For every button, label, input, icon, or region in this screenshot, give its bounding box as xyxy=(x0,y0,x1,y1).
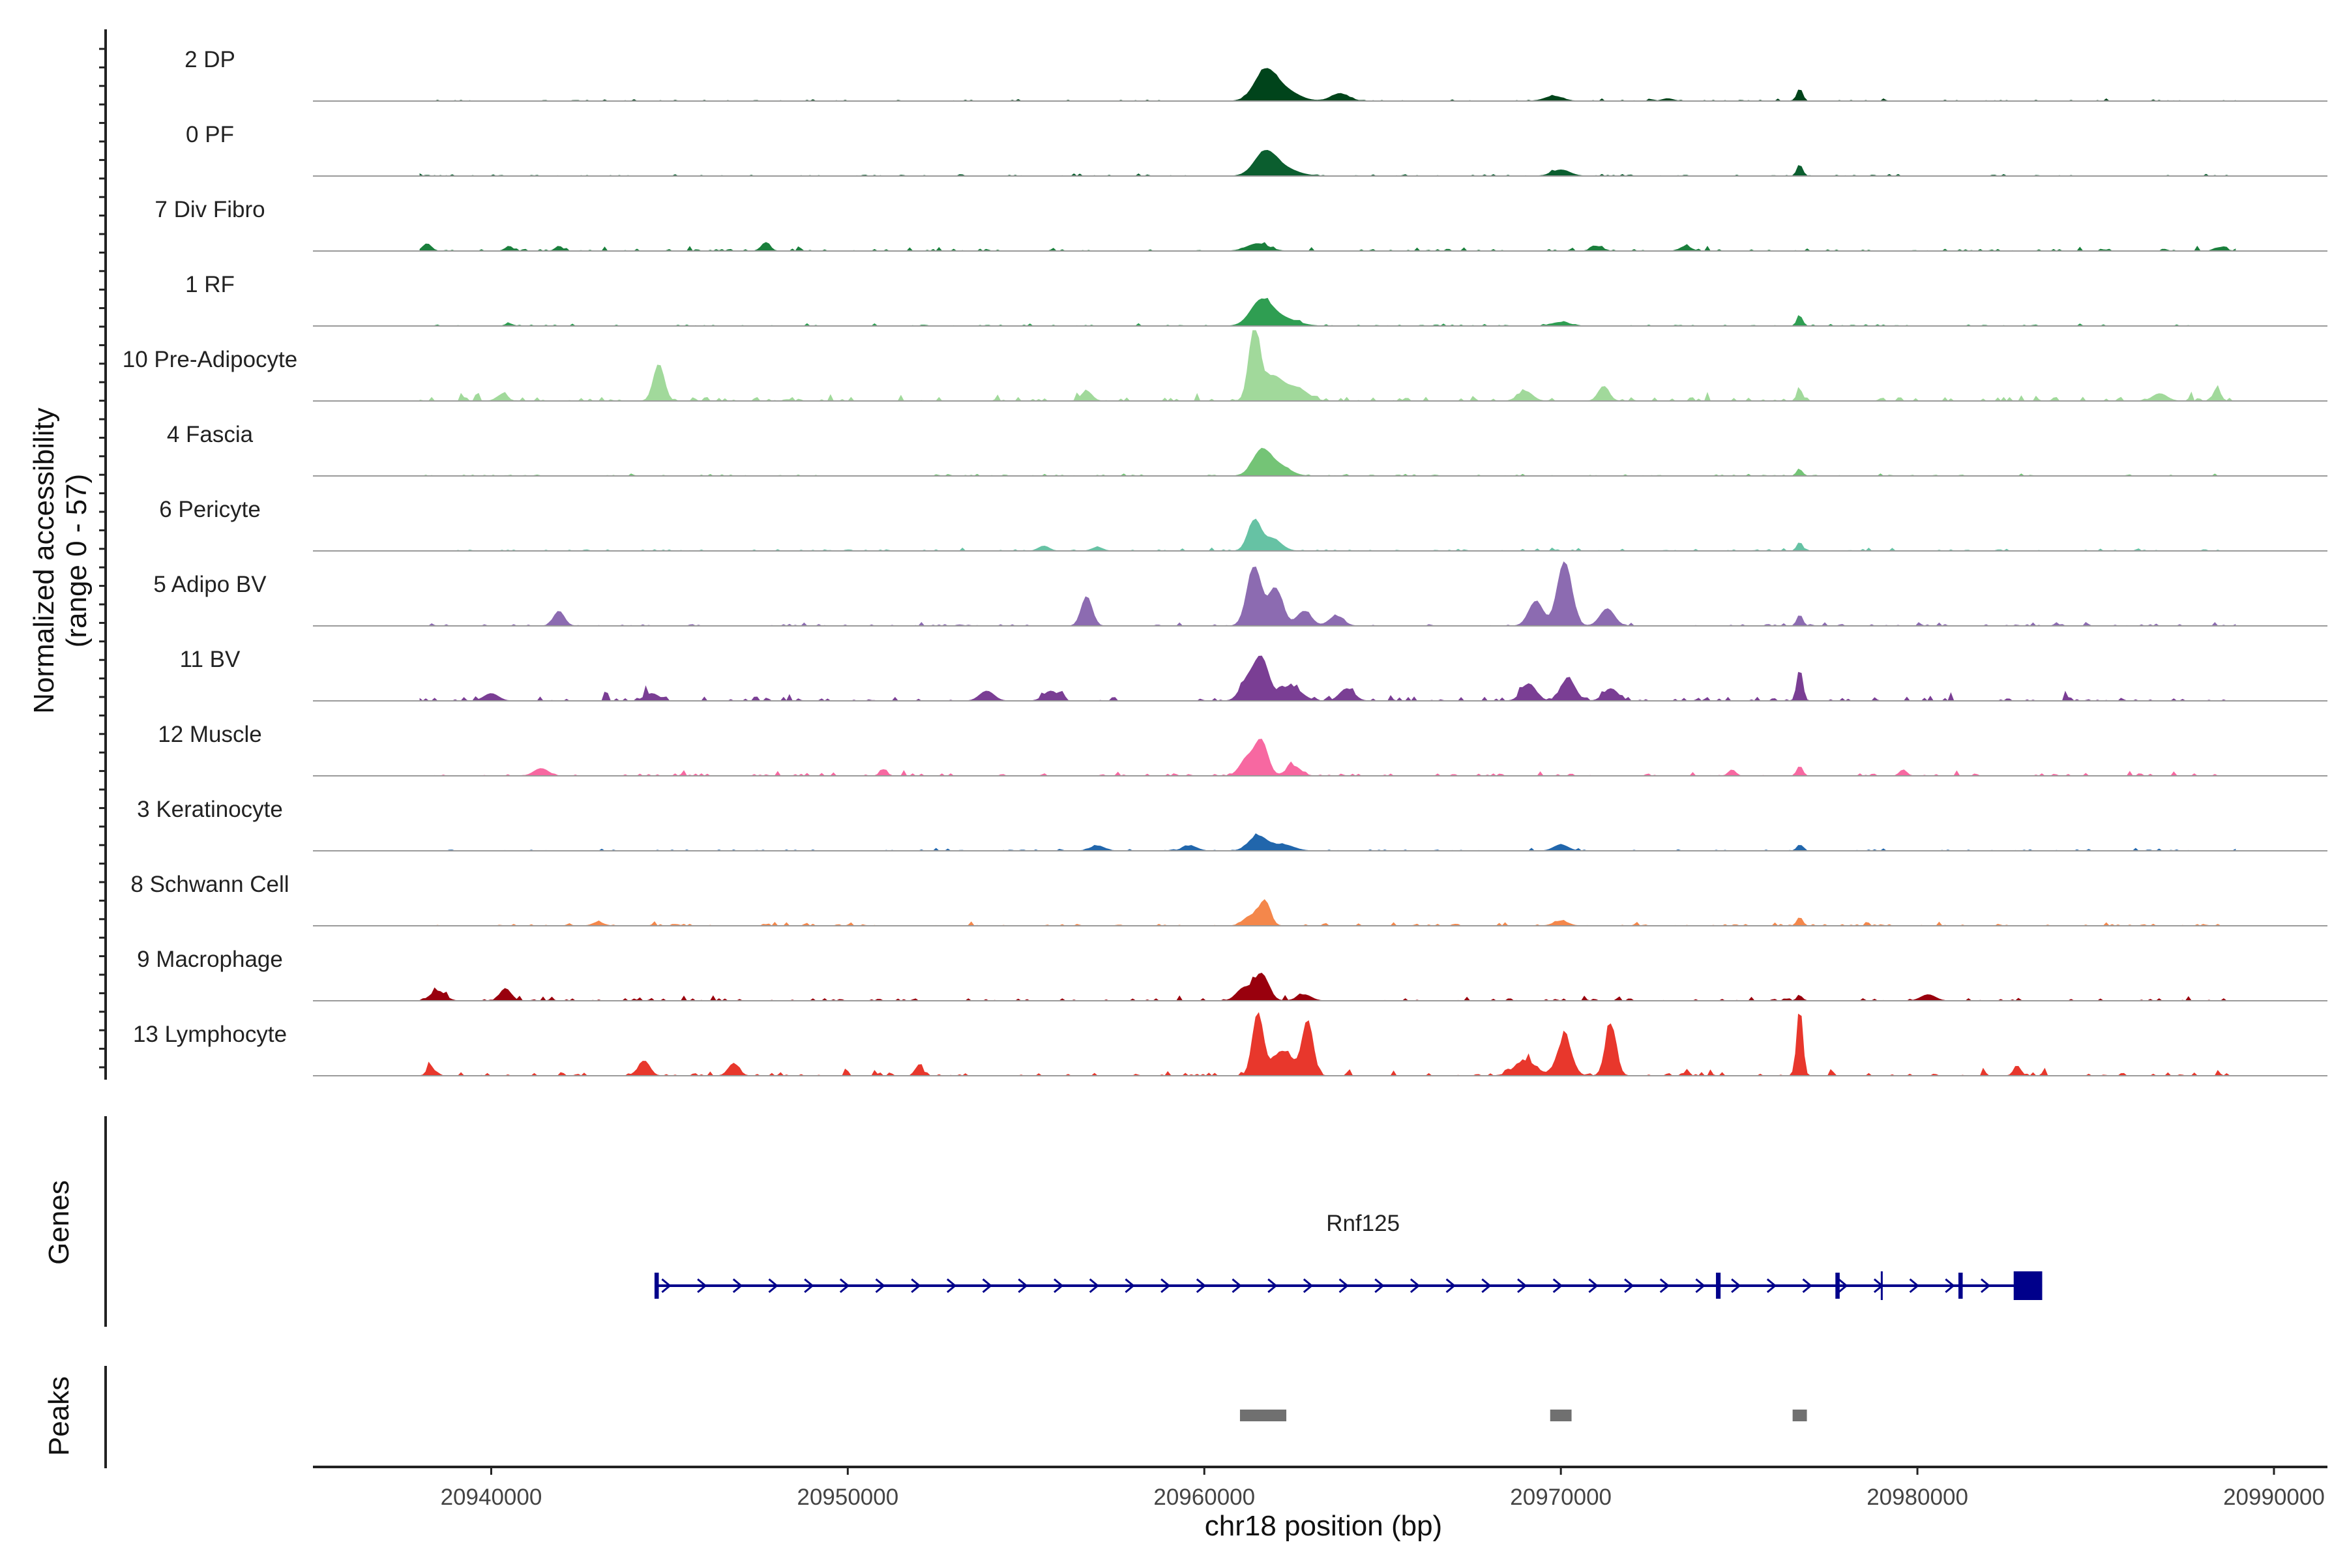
strand-arrow-icon xyxy=(1445,1278,1456,1294)
track-label: 7 Div Fibro xyxy=(155,197,265,222)
gene-name-label: Rnf125 xyxy=(1326,1211,1400,1236)
strand-arrow-icon xyxy=(1552,1278,1563,1294)
strand-arrow-icon xyxy=(1089,1278,1100,1294)
track-label: 11 BV xyxy=(180,647,241,672)
y-axis-title-line2: (range 0 - 57) xyxy=(61,474,93,648)
peak-region xyxy=(1792,1410,1807,1421)
strand-arrow-icon xyxy=(661,1278,672,1294)
track-coverage-area xyxy=(419,655,2236,702)
track-coverage-area xyxy=(420,833,2236,851)
strand-arrow-icon xyxy=(1659,1278,1670,1294)
strand-arrow-icon xyxy=(1338,1278,1349,1294)
strand-arrow-icon xyxy=(1838,1278,1848,1294)
axes-layer xyxy=(99,29,107,1080)
strand-arrow-icon xyxy=(1410,1278,1421,1294)
peaks-layer xyxy=(104,1366,1807,1468)
track-coverage-area xyxy=(420,899,2236,926)
strand-arrow-icon xyxy=(697,1278,707,1294)
strand-arrow-icon xyxy=(982,1278,992,1294)
strand-arrow-icon xyxy=(1374,1278,1385,1294)
strand-arrow-icon xyxy=(1588,1278,1599,1294)
peak-region xyxy=(1239,1410,1287,1421)
strand-arrow-icon xyxy=(1160,1278,1171,1294)
track-label: 9 Macrophage xyxy=(137,947,283,972)
track-coverage-area xyxy=(420,518,2236,552)
track-label: 8 Schwann Cell xyxy=(130,872,289,897)
track-coverage-area xyxy=(420,739,2236,777)
strand-arrow-icon xyxy=(875,1278,885,1294)
strand-arrow-icon xyxy=(1196,1278,1207,1294)
track-coverage-area xyxy=(419,1012,2236,1076)
strand-arrow-icon xyxy=(1981,1278,1991,1294)
strand-arrow-icon xyxy=(1945,1278,1955,1294)
track-coverage-area xyxy=(420,297,2236,327)
track-label: 1 RF xyxy=(185,272,235,297)
strand-arrow-icon xyxy=(1267,1278,1278,1294)
track-label: 13 Lymphocyte xyxy=(133,1022,287,1047)
track-label: 5 Adipo BV xyxy=(153,572,267,597)
x-tick-label: 20970000 xyxy=(1510,1485,1612,1510)
x-tick-label: 20950000 xyxy=(797,1485,898,1510)
gene-exon xyxy=(1716,1273,1721,1299)
strand-arrow-icon xyxy=(1125,1278,1135,1294)
gene-exon xyxy=(1958,1273,1963,1299)
strand-arrow-icon xyxy=(1481,1278,1492,1294)
strand-arrow-icon xyxy=(768,1278,778,1294)
strand-arrow-icon xyxy=(1517,1278,1528,1294)
track-coverage-area xyxy=(419,330,2236,402)
strand-arrow-icon xyxy=(804,1278,814,1294)
genes-layer: Rnf125 xyxy=(104,1116,2043,1327)
track-label: 12 Muscle xyxy=(158,722,262,747)
track-label: 10 Pre-Adipocyte xyxy=(123,347,297,372)
x-tick-label: 20980000 xyxy=(1867,1485,1968,1510)
track-coverage-area xyxy=(419,242,2236,252)
track-coverage-area xyxy=(420,561,2236,627)
strand-arrow-icon xyxy=(1303,1278,1314,1294)
strand-arrow-icon xyxy=(1054,1278,1064,1294)
track-coverage-area xyxy=(420,447,2236,477)
track-label: 0 PF xyxy=(186,122,234,147)
tracks-layer: 2 DP 0 PF 7 Div Fibro 1 RF 10 Pre-Adipocyte 4… xyxy=(123,47,2327,1076)
x-tick-label: 20960000 xyxy=(1153,1485,1255,1510)
genes-panel-label: Genes xyxy=(43,1180,75,1265)
x-axis-layer: 20940000 20950000 20960000 20970000 20980000… xyxy=(313,1466,2327,1510)
peak-region xyxy=(1550,1410,1572,1421)
track-coverage-area xyxy=(419,149,2236,177)
gene-exon xyxy=(1835,1273,1840,1299)
strand-arrow-icon xyxy=(1232,1278,1242,1294)
track-coverage-area xyxy=(420,68,2236,102)
strand-arrow-icon xyxy=(732,1278,743,1294)
strand-arrow-icon xyxy=(1802,1278,1812,1294)
track-label: 2 DP xyxy=(185,47,235,72)
x-tick-label: 20940000 xyxy=(441,1485,542,1510)
strand-arrow-icon xyxy=(1018,1278,1028,1294)
track-label: 6 Pericyte xyxy=(159,497,261,522)
strand-arrow-icon xyxy=(1909,1278,1919,1294)
strand-arrow-icon xyxy=(1695,1278,1705,1294)
track-coverage-area xyxy=(419,973,2236,1001)
gene-exon xyxy=(654,1273,659,1299)
strand-arrow-icon xyxy=(1731,1278,1741,1294)
y-axis-title-line1: Normalized accessibility xyxy=(28,407,60,713)
x-axis-title: chr18 position (bp) xyxy=(1205,1510,1442,1542)
track-label: 3 Keratinocyte xyxy=(137,797,283,822)
track-label: 4 Fascia xyxy=(167,422,254,447)
peaks-panel-label: Peaks xyxy=(43,1376,75,1456)
strand-arrow-icon xyxy=(1766,1278,1777,1294)
strand-arrow-icon xyxy=(911,1278,921,1294)
strand-arrow-icon xyxy=(946,1278,957,1294)
gene-exon xyxy=(2013,1271,2043,1300)
strand-arrow-icon xyxy=(839,1278,850,1294)
strand-arrow-icon xyxy=(1624,1278,1634,1294)
x-tick-label: 20990000 xyxy=(2223,1485,2325,1510)
